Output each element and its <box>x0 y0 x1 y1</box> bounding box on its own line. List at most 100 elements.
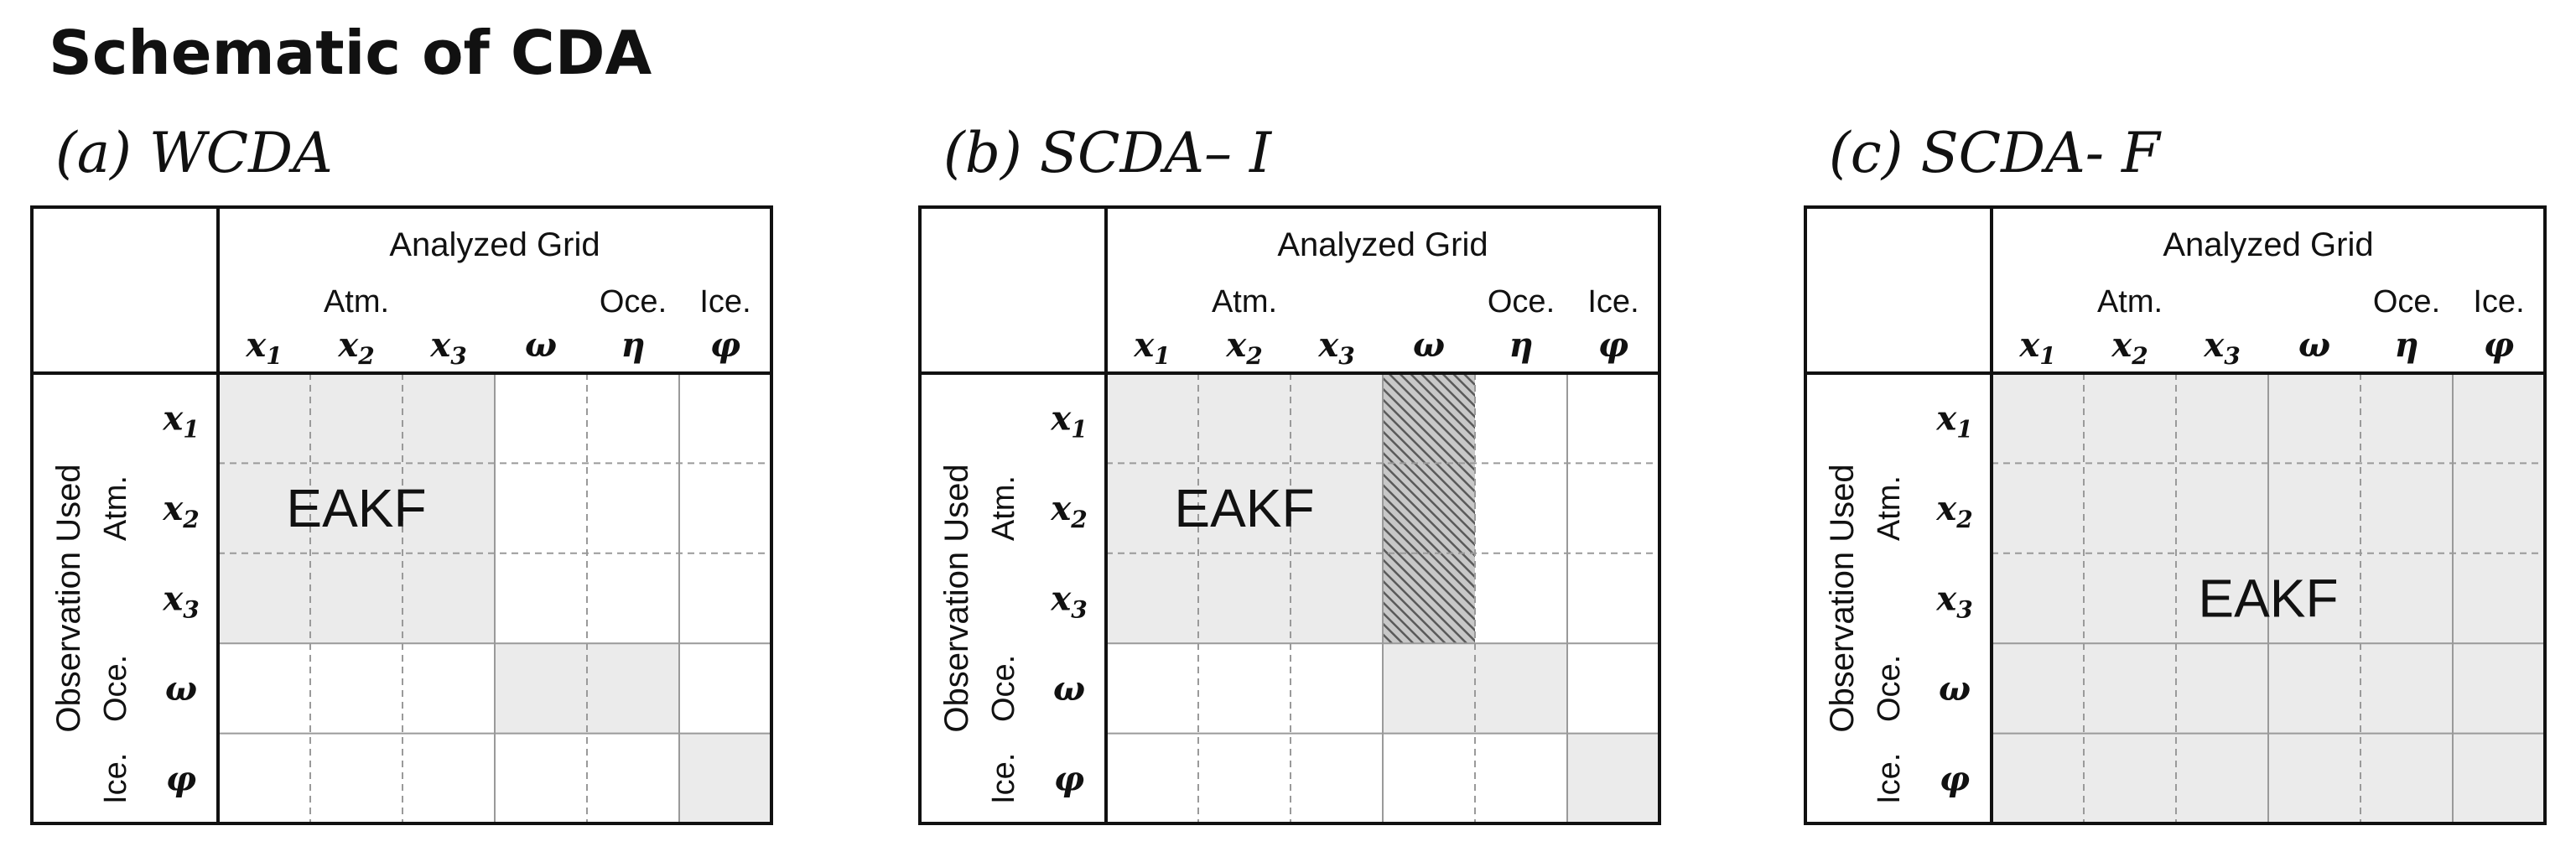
shaded-cell <box>1992 553 2084 644</box>
shaded-cell <box>2084 643 2176 734</box>
shaded-cell <box>310 373 402 464</box>
shaded-cell <box>310 463 402 553</box>
column-group-label: Oce. <box>2373 284 2440 319</box>
shaded-cell <box>1383 643 1475 734</box>
column-group-label: Atm. <box>2097 284 2163 319</box>
shaded-cell <box>2360 463 2453 553</box>
column-variable-label: η <box>1509 325 1533 365</box>
column-variable-label: ω <box>525 325 557 365</box>
column-variable-label: x1 <box>1133 325 1170 370</box>
shaded-cell <box>2084 553 2176 644</box>
shaded-cell <box>679 733 771 823</box>
shaded-cell <box>2360 643 2453 734</box>
row-group-label: Ice. <box>98 753 133 804</box>
shaded-cell <box>218 553 310 644</box>
column-group-label: Atm. <box>324 284 389 319</box>
shaded-cell <box>1106 553 1198 644</box>
shaded-cell <box>2453 733 2545 823</box>
shaded-cell <box>402 373 495 464</box>
row-group-label: Atm. <box>1872 475 1907 541</box>
row-group-label: Oce. <box>98 655 133 722</box>
column-group-label: Ice. <box>2473 284 2524 319</box>
row-variable-label: ω <box>1053 669 1085 709</box>
shaded-cell <box>402 553 495 644</box>
panel-title-c: (c) SCDA- F <box>1829 121 2162 185</box>
shaded-cell <box>1106 463 1198 553</box>
shaded-cell <box>1198 553 1291 644</box>
row-variable-label: x2 <box>162 489 199 533</box>
column-variable-label: x2 <box>337 325 374 370</box>
row-group-label: Ice. <box>986 753 1021 804</box>
shaded-cell <box>2176 643 2268 734</box>
column-group-label: Atm. <box>1212 284 1277 319</box>
column-variable-label: x3 <box>1317 325 1354 370</box>
row-variable-label: ω <box>165 669 197 709</box>
shaded-cell <box>402 463 495 553</box>
column-variable-label: x2 <box>2111 325 2148 370</box>
row-group-label: Oce. <box>986 655 1021 722</box>
column-variable-label: η <box>621 325 645 365</box>
analyzed-grid-label: Analyzed Grid <box>1277 226 1488 263</box>
row-variable-label: x2 <box>1935 489 1972 533</box>
row-variable-label: ω <box>1939 669 1971 709</box>
row-group-label: Atm. <box>986 475 1021 541</box>
column-variable-label: x3 <box>429 325 466 370</box>
shaded-cell <box>1567 733 1659 823</box>
shaded-cell <box>1992 373 2084 464</box>
column-variable-label: φ <box>2484 325 2514 365</box>
column-group-label: Ice. <box>699 284 750 319</box>
shaded-cell <box>1992 643 2084 734</box>
shaded-cell <box>2176 463 2268 553</box>
row-variable-label: φ <box>1940 759 1970 798</box>
shaded-cell <box>2084 373 2176 464</box>
column-variable-label: ω <box>2298 325 2330 365</box>
column-variable-label: x1 <box>2018 325 2055 370</box>
shaded-cell <box>1475 643 1567 734</box>
row-group-label: Atm. <box>98 475 133 541</box>
shaded-cell <box>2453 463 2545 553</box>
column-variable-label: x1 <box>245 325 282 370</box>
shaded-cell <box>310 553 402 644</box>
main-title: Schematic of CDA <box>49 18 652 88</box>
shaded-cell <box>1106 373 1198 464</box>
row-variable-label: x3 <box>162 579 199 624</box>
row-variable-label: x1 <box>1935 399 1972 444</box>
shaded-cell <box>2176 733 2268 823</box>
shaded-cell <box>2360 553 2453 644</box>
shaded-cell <box>1992 733 2084 823</box>
row-variable-label: x3 <box>1935 579 1972 624</box>
column-group-label: Ice. <box>1587 284 1639 319</box>
row-variable-label: x1 <box>1050 399 1087 444</box>
observation-used-label: Observation Used <box>1824 464 1861 732</box>
analyzed-grid-label: Analyzed Grid <box>2163 226 2373 263</box>
shaded-cell <box>2360 733 2453 823</box>
shaded-cell <box>2453 373 2545 464</box>
shaded-cell <box>218 463 310 553</box>
shaded-cell <box>2268 373 2360 464</box>
shaded-cell <box>2268 463 2360 553</box>
row-variable-label: x1 <box>162 399 199 444</box>
observation-used-label: Observation Used <box>50 464 87 732</box>
table-border <box>918 205 1661 825</box>
eakf-label: EAKF <box>1174 478 1314 538</box>
shaded-cell <box>2453 643 2545 734</box>
column-variable-label: φ <box>1598 325 1628 365</box>
panel-title-b: (b) SCDA– I <box>943 121 1273 185</box>
shaded-cell <box>218 373 310 464</box>
hatched-region <box>1383 373 1475 644</box>
column-variable-label: φ <box>710 325 740 365</box>
shaded-cell <box>2176 553 2268 644</box>
shaded-cell <box>1291 553 1383 644</box>
shaded-cell <box>495 643 587 734</box>
shaded-cell <box>2084 463 2176 553</box>
shaded-cell <box>2360 373 2453 464</box>
shaded-cell <box>2084 733 2176 823</box>
shaded-cell <box>2176 373 2268 464</box>
observation-used-label: Observation Used <box>938 464 975 732</box>
column-variable-label: x2 <box>1225 325 1262 370</box>
panel-title-a: (a) WCDA <box>55 121 333 185</box>
